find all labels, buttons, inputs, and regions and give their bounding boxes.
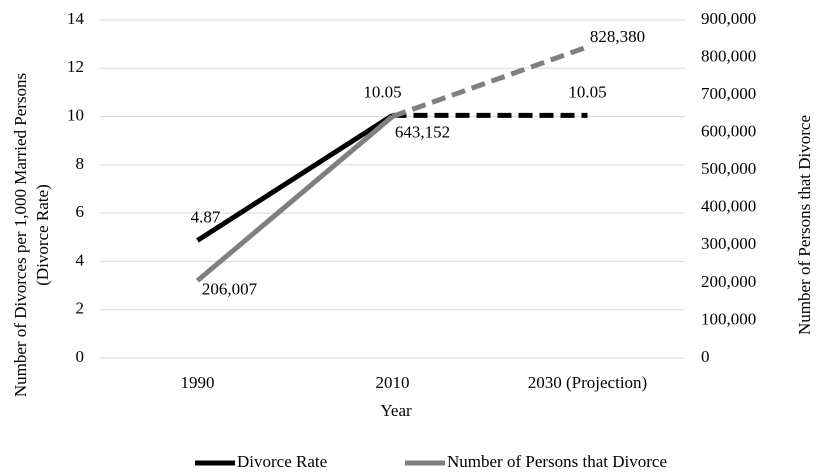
y-tick-label: 10 xyxy=(67,105,84,124)
series-line xyxy=(196,113,394,243)
y2-axis-label: Number of Persons that Divorce xyxy=(795,115,814,335)
data-label: 10.05 xyxy=(363,82,401,101)
y-axis-label: Number of Divorces per 1,000 Married Per… xyxy=(11,73,30,397)
y-tick-label: 2 xyxy=(76,299,85,318)
y2-tick-label: 900,000 xyxy=(701,9,756,28)
data-label: 4.87 xyxy=(191,207,221,226)
y2-tick-label: 800,000 xyxy=(701,46,756,65)
data-label: 206,007 xyxy=(202,280,258,299)
y2-tick-label: 400,000 xyxy=(701,197,756,216)
y-axis-label: (Divorce Rate) xyxy=(33,184,52,285)
x-tick-label: 2010 xyxy=(376,373,410,392)
y2-tick-label: 700,000 xyxy=(701,84,756,103)
y-tick-label: 14 xyxy=(67,9,85,28)
data-label: 643,152 xyxy=(395,122,450,141)
legend-label: Number of Persons that Divorce xyxy=(447,452,667,471)
y2-tick-label: 0 xyxy=(701,347,710,366)
series-line xyxy=(195,114,395,283)
y-tick-label: 6 xyxy=(76,202,85,221)
y2-tick-label: 300,000 xyxy=(701,234,756,253)
y2-tick-label: 100,000 xyxy=(701,309,756,328)
y2-tick-label: 600,000 xyxy=(701,122,756,141)
series-line xyxy=(391,44,589,119)
x-tick-label: 2030 (Projection) xyxy=(528,373,647,392)
y-tick-label: 8 xyxy=(76,154,85,173)
data-label: 10.05 xyxy=(568,82,606,101)
legend-label: Divorce Rate xyxy=(237,452,327,471)
y-tick-label: 0 xyxy=(76,347,85,366)
y-tick-label: 4 xyxy=(76,250,85,269)
y-tick-label: 12 xyxy=(67,57,84,76)
y2-tick-label: 500,000 xyxy=(701,159,756,178)
x-tick-label: 1990 xyxy=(181,373,215,392)
y2-tick-label: 200,000 xyxy=(701,272,756,291)
x-axis-label: Year xyxy=(380,401,412,420)
data-label: 828,380 xyxy=(590,27,645,46)
